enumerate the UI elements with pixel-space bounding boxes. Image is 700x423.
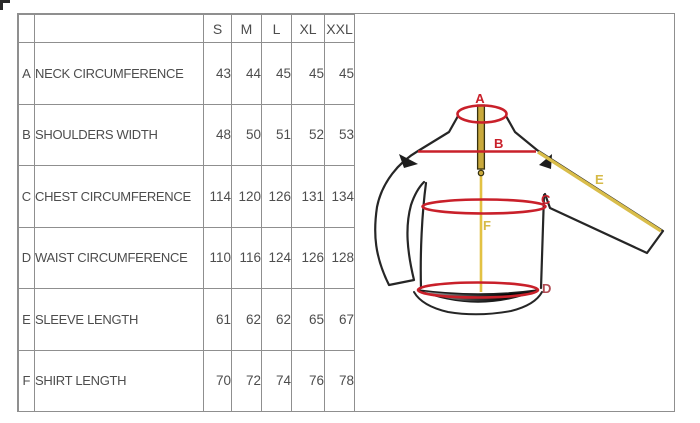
row-label: WAIST CIRCUMFERENCE xyxy=(34,226,204,289)
diagram-label-e: E xyxy=(595,172,604,187)
col-header-l: L xyxy=(261,14,292,43)
size-chart-table: S M L XL XXL A NECK CIRCUMFERENCE 43 44 … xyxy=(18,14,355,412)
row-value: 48 xyxy=(203,103,232,166)
measure-ellipse-d xyxy=(416,281,540,299)
diagram-label-b: B xyxy=(494,136,503,151)
table-row: F SHIRT LENGTH 70 72 74 76 78 xyxy=(18,349,355,412)
row-key: E xyxy=(18,288,35,351)
row-label: SLEEVE LENGTH xyxy=(34,288,204,351)
row-label: CHEST CIRCUMFERENCE xyxy=(34,165,204,228)
row-value: 76 xyxy=(291,349,325,412)
row-value: 51 xyxy=(261,103,292,166)
table-row: D WAIST CIRCUMFERENCE 110 116 124 126 12… xyxy=(18,226,355,289)
diagram-label-d: D xyxy=(542,281,551,296)
measure-ellipse-a xyxy=(456,104,508,124)
left-armpit-notch xyxy=(399,154,418,168)
row-value: 52 xyxy=(291,103,325,166)
row-value: 65 xyxy=(291,288,325,351)
row-value: 45 xyxy=(324,42,355,105)
row-key: A xyxy=(18,42,35,105)
row-value: 134 xyxy=(324,165,355,228)
row-value: 124 xyxy=(261,226,292,289)
zipper xyxy=(476,104,486,177)
row-value: 131 xyxy=(291,165,325,228)
measure-ellipse-c xyxy=(421,198,547,215)
header-blank-label xyxy=(34,14,204,43)
table-header-row: S M L XL XXL xyxy=(18,14,355,43)
row-value: 70 xyxy=(203,349,232,412)
diagram-label-f: F xyxy=(483,218,491,233)
col-header-m: M xyxy=(231,14,262,43)
row-value: 120 xyxy=(231,165,262,228)
row-value: 43 xyxy=(203,42,232,105)
table-row: B SHOULDERS WIDTH 48 50 51 52 53 xyxy=(18,103,355,166)
row-key: D xyxy=(18,226,35,289)
row-value: 116 xyxy=(231,226,262,289)
row-value: 44 xyxy=(231,42,262,105)
col-header-xl: XL xyxy=(291,14,325,43)
row-value: 62 xyxy=(231,288,262,351)
row-label: SHOULDERS WIDTH xyxy=(34,103,204,166)
row-value: 53 xyxy=(324,103,355,166)
row-value: 61 xyxy=(203,288,232,351)
row-key: F xyxy=(18,349,35,412)
table-row: A NECK CIRCUMFERENCE 43 44 45 45 45 xyxy=(18,42,355,105)
row-value: 74 xyxy=(261,349,292,412)
row-value: 67 xyxy=(324,288,355,351)
row-key: B xyxy=(18,103,35,166)
row-value: 45 xyxy=(291,42,325,105)
table-row: E SLEEVE LENGTH 61 62 62 65 67 xyxy=(18,288,355,351)
row-value: 45 xyxy=(261,42,292,105)
row-value: 126 xyxy=(291,226,325,289)
row-value: 114 xyxy=(203,165,232,228)
row-value: 72 xyxy=(231,349,262,412)
row-label: SHIRT LENGTH xyxy=(34,349,204,412)
row-value: 126 xyxy=(261,165,292,228)
diagram-label-c: C xyxy=(541,192,551,207)
measure-line-e xyxy=(537,150,662,233)
row-value: 62 xyxy=(261,288,292,351)
row-value: 128 xyxy=(324,226,355,289)
header-blank-letter xyxy=(18,14,35,43)
row-value: 110 xyxy=(203,226,232,289)
size-chart-panel: S M L XL XXL A NECK CIRCUMFERENCE 43 44 … xyxy=(17,13,675,412)
col-header-s: S xyxy=(203,14,232,43)
table-row: C CHEST CIRCUMFERENCE 114 120 126 131 13… xyxy=(18,165,355,228)
row-key: C xyxy=(18,165,35,228)
jacket-measurement-diagram: A B C D E F xyxy=(374,91,665,316)
red-measure-marks xyxy=(416,104,547,299)
row-value: 50 xyxy=(231,103,262,166)
col-header-xxl: XXL xyxy=(324,14,355,43)
diagram-label-a: A xyxy=(475,91,485,106)
page-corner-border xyxy=(0,0,10,10)
row-label: NECK CIRCUMFERENCE xyxy=(34,42,204,105)
row-value: 78 xyxy=(324,349,355,412)
